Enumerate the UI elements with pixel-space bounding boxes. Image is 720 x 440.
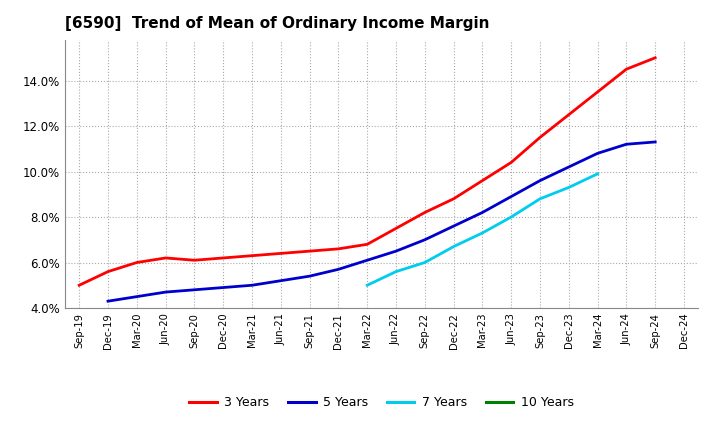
Text: [6590]  Trend of Mean of Ordinary Income Margin: [6590] Trend of Mean of Ordinary Income …: [65, 16, 490, 32]
Legend: 3 Years, 5 Years, 7 Years, 10 Years: 3 Years, 5 Years, 7 Years, 10 Years: [184, 392, 579, 414]
